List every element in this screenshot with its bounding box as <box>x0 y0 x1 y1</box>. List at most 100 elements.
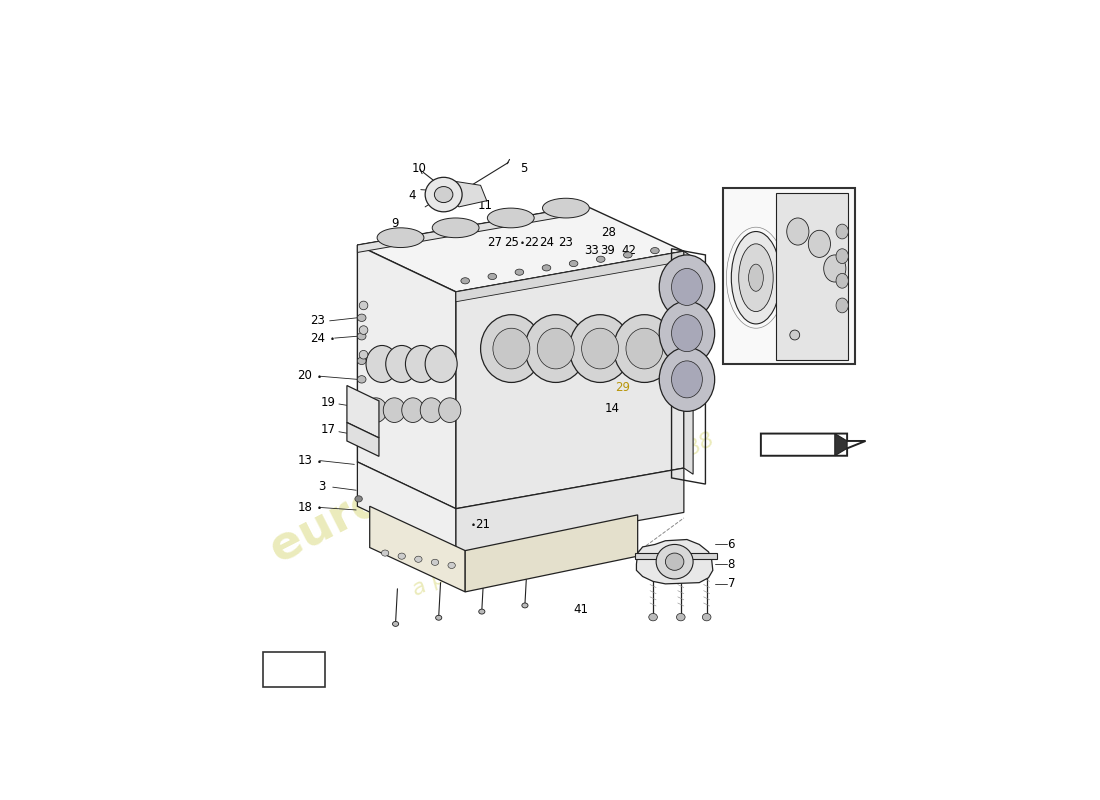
Ellipse shape <box>358 357 366 365</box>
Ellipse shape <box>626 328 663 369</box>
Text: 28: 28 <box>601 226 616 239</box>
Ellipse shape <box>666 553 684 570</box>
Ellipse shape <box>393 622 398 626</box>
Ellipse shape <box>596 256 605 262</box>
Ellipse shape <box>836 274 848 288</box>
Text: 26: 26 <box>605 353 620 366</box>
Text: 4: 4 <box>408 190 416 202</box>
Ellipse shape <box>836 249 848 263</box>
Ellipse shape <box>481 314 542 382</box>
Ellipse shape <box>358 333 366 340</box>
Text: 8: 8 <box>727 558 735 570</box>
Text: 30: 30 <box>807 305 823 318</box>
Ellipse shape <box>431 559 439 566</box>
Text: 23: 23 <box>558 236 573 249</box>
Polygon shape <box>637 539 713 584</box>
Text: 10: 10 <box>411 162 427 175</box>
Ellipse shape <box>650 247 659 254</box>
Text: 24: 24 <box>540 236 554 249</box>
Text: = 1: = 1 <box>283 662 311 677</box>
Ellipse shape <box>415 556 422 562</box>
Ellipse shape <box>656 545 693 579</box>
Ellipse shape <box>790 330 800 340</box>
Ellipse shape <box>493 328 530 369</box>
Ellipse shape <box>383 398 406 422</box>
Ellipse shape <box>402 398 424 422</box>
Text: 7: 7 <box>727 578 735 590</box>
Polygon shape <box>358 462 455 553</box>
Polygon shape <box>358 245 455 509</box>
Text: 3: 3 <box>318 480 326 493</box>
Ellipse shape <box>624 252 632 258</box>
Ellipse shape <box>439 398 461 422</box>
Text: 40: 40 <box>807 345 823 358</box>
Ellipse shape <box>525 314 586 382</box>
Polygon shape <box>777 194 848 360</box>
Ellipse shape <box>676 614 685 621</box>
Polygon shape <box>455 251 684 509</box>
Ellipse shape <box>614 314 675 382</box>
Ellipse shape <box>521 603 528 608</box>
Ellipse shape <box>659 301 715 365</box>
Ellipse shape <box>671 269 702 306</box>
Text: 17: 17 <box>321 423 336 436</box>
Text: europämotorparts: europämotorparts <box>263 310 717 572</box>
Text: 13: 13 <box>298 454 312 467</box>
Text: 16: 16 <box>807 325 823 338</box>
Ellipse shape <box>739 244 773 312</box>
Ellipse shape <box>542 265 551 271</box>
Polygon shape <box>346 386 378 438</box>
Ellipse shape <box>406 346 438 382</box>
Ellipse shape <box>488 274 496 279</box>
Ellipse shape <box>434 186 453 202</box>
Ellipse shape <box>360 326 367 334</box>
Text: 19: 19 <box>321 396 336 410</box>
Ellipse shape <box>358 314 366 322</box>
Ellipse shape <box>425 346 458 382</box>
Polygon shape <box>447 181 486 207</box>
Polygon shape <box>835 434 847 456</box>
Text: 9: 9 <box>392 217 398 230</box>
Text: 41: 41 <box>573 603 587 616</box>
Polygon shape <box>465 515 638 592</box>
Ellipse shape <box>377 228 424 247</box>
Text: 20: 20 <box>298 369 312 382</box>
Polygon shape <box>346 422 378 456</box>
Ellipse shape <box>570 314 631 382</box>
FancyBboxPatch shape <box>263 652 324 687</box>
Text: 29: 29 <box>615 381 630 394</box>
Ellipse shape <box>702 614 711 621</box>
Text: 23: 23 <box>310 314 324 326</box>
Ellipse shape <box>382 550 388 556</box>
Polygon shape <box>431 191 462 207</box>
Ellipse shape <box>748 264 763 291</box>
Ellipse shape <box>425 178 462 212</box>
Text: 27: 27 <box>486 236 502 249</box>
Ellipse shape <box>659 255 715 319</box>
Ellipse shape <box>671 361 702 398</box>
Ellipse shape <box>461 278 470 284</box>
Text: 22: 22 <box>525 236 539 249</box>
Text: 39: 39 <box>601 243 616 257</box>
Ellipse shape <box>360 350 367 359</box>
Ellipse shape <box>420 398 442 422</box>
Text: 11: 11 <box>478 198 493 211</box>
Text: 24: 24 <box>310 331 324 345</box>
Text: a passion for parts since 1988: a passion for parts since 1988 <box>409 430 718 600</box>
Ellipse shape <box>671 314 702 352</box>
Polygon shape <box>761 434 866 456</box>
Ellipse shape <box>515 269 524 275</box>
Text: 5: 5 <box>520 162 527 175</box>
Ellipse shape <box>808 230 830 258</box>
Ellipse shape <box>432 218 478 238</box>
Ellipse shape <box>365 398 387 422</box>
Polygon shape <box>455 251 684 302</box>
Ellipse shape <box>582 328 618 369</box>
Ellipse shape <box>386 346 418 382</box>
Ellipse shape <box>786 218 808 245</box>
Text: 6: 6 <box>727 538 735 551</box>
Ellipse shape <box>448 562 455 569</box>
Text: 21: 21 <box>475 518 490 530</box>
Text: 18: 18 <box>298 501 312 514</box>
Text: 14: 14 <box>604 402 619 415</box>
